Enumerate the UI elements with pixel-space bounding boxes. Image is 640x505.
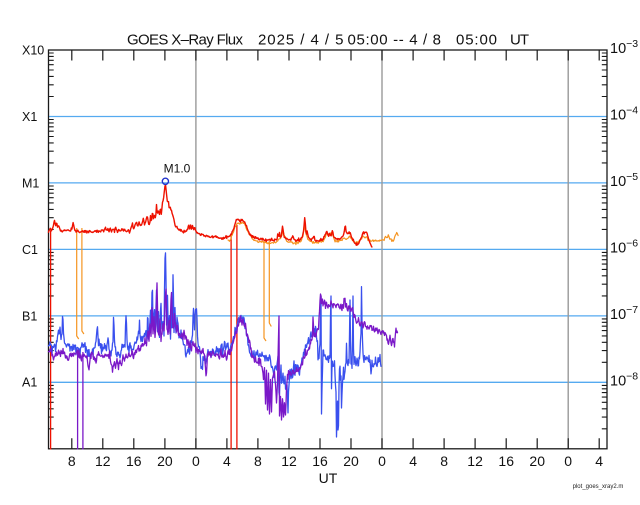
svg-text:0: 0 xyxy=(192,453,200,469)
svg-text:4: 4 xyxy=(409,453,417,469)
svg-text:GOES X–Ray Flux: GOES X–Ray Flux xyxy=(127,32,244,49)
svg-text:12: 12 xyxy=(467,453,483,469)
svg-text:8: 8 xyxy=(68,453,76,469)
svg-text:8: 8 xyxy=(254,453,262,469)
svg-text:4: 4 xyxy=(595,453,603,469)
svg-text:0: 0 xyxy=(564,453,572,469)
svg-text:plot_goes_xray2.m: plot_goes_xray2.m xyxy=(573,484,624,490)
svg-text:12: 12 xyxy=(95,453,111,469)
svg-text:M1: M1 xyxy=(22,176,39,190)
svg-text:20: 20 xyxy=(343,453,359,469)
svg-text:UT: UT xyxy=(510,32,529,49)
svg-text:A1: A1 xyxy=(22,376,37,390)
svg-text:4: 4 xyxy=(223,453,231,469)
svg-text:0: 0 xyxy=(378,453,386,469)
svg-text:M1.0: M1.0 xyxy=(164,162,191,176)
svg-text:8: 8 xyxy=(440,453,448,469)
svg-text:05:00 -- 4 / 8: 05:00 -- 4 / 8 xyxy=(348,32,442,49)
svg-text:16: 16 xyxy=(312,453,328,469)
svg-text:16: 16 xyxy=(126,453,142,469)
svg-text:05:00: 05:00 xyxy=(456,32,497,49)
svg-text:2025 / 4 / 5: 2025 / 4 / 5 xyxy=(258,32,344,49)
svg-text:20: 20 xyxy=(529,453,545,469)
svg-text:X1: X1 xyxy=(22,110,37,124)
svg-text:B1: B1 xyxy=(22,309,37,323)
svg-text:X10: X10 xyxy=(22,43,44,57)
svg-text:20: 20 xyxy=(157,453,173,469)
svg-text:16: 16 xyxy=(498,453,514,469)
svg-text:12: 12 xyxy=(281,453,297,469)
svg-text:UT: UT xyxy=(319,470,338,486)
svg-text:C1: C1 xyxy=(22,243,38,257)
